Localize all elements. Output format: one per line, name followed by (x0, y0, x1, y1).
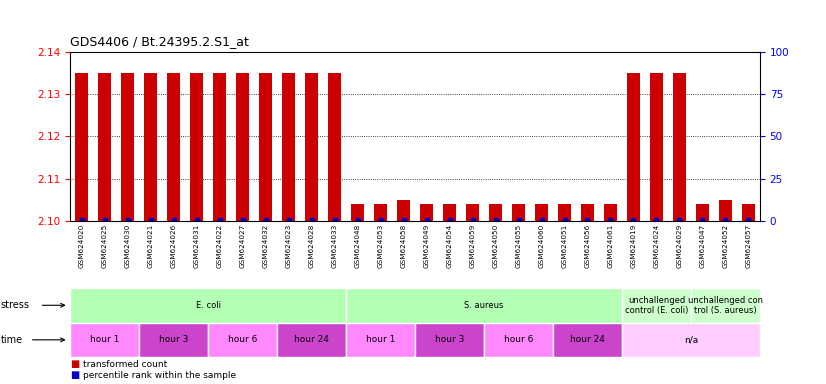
Bar (696, 204, 709, 221)
Bar (604, 204, 617, 221)
Text: GSM624049: GSM624049 (424, 224, 430, 268)
Bar (306, 73, 318, 221)
Bar (259, 73, 272, 221)
Text: ■: ■ (70, 359, 79, 369)
Text: E. coli: E. coli (196, 301, 221, 310)
Text: GDS4406 / Bt.24395.2.S1_at: GDS4406 / Bt.24395.2.S1_at (70, 35, 249, 48)
Bar (582, 204, 594, 221)
Text: GSM624023: GSM624023 (286, 224, 292, 268)
Text: transformed count: transformed count (83, 360, 167, 369)
Bar (75, 73, 88, 221)
Text: hour 6: hour 6 (228, 335, 258, 344)
Text: GSM624048: GSM624048 (354, 224, 361, 268)
Text: GSM624050: GSM624050 (492, 224, 499, 268)
Bar (627, 73, 640, 221)
Bar (719, 200, 732, 221)
Bar (673, 73, 686, 221)
Text: GSM624060: GSM624060 (539, 224, 544, 268)
Text: GSM624056: GSM624056 (585, 224, 591, 268)
Bar (691, 288, 760, 323)
Bar (622, 288, 691, 323)
Bar (328, 73, 341, 221)
Text: unchallenged
control (E. coli): unchallenged control (E. coli) (624, 296, 688, 315)
Text: GSM624032: GSM624032 (263, 224, 268, 268)
Bar (351, 204, 364, 221)
Text: S. aureus: S. aureus (464, 301, 504, 310)
Bar (346, 323, 415, 357)
Bar (650, 73, 662, 221)
Text: GSM624028: GSM624028 (309, 224, 315, 268)
Bar (208, 323, 278, 357)
Bar (466, 204, 479, 221)
Bar (742, 204, 755, 221)
Text: GSM624022: GSM624022 (216, 224, 223, 268)
Bar (213, 73, 226, 221)
Text: GSM624061: GSM624061 (607, 224, 614, 268)
Bar (236, 73, 249, 221)
Bar (420, 204, 433, 221)
Bar (278, 323, 346, 357)
Text: hour 3: hour 3 (159, 335, 188, 344)
Text: GSM624047: GSM624047 (700, 224, 705, 268)
Text: unchallenged con
trol (S. aureus): unchallenged con trol (S. aureus) (688, 296, 763, 315)
Bar (444, 204, 456, 221)
Text: hour 24: hour 24 (570, 335, 605, 344)
Bar (558, 204, 571, 221)
Bar (512, 204, 525, 221)
Bar (70, 323, 139, 357)
Text: GSM624027: GSM624027 (240, 224, 245, 268)
Text: GSM624025: GSM624025 (102, 224, 107, 268)
Bar (346, 288, 622, 323)
Bar (98, 73, 111, 221)
Text: GSM624054: GSM624054 (447, 224, 453, 268)
Bar (484, 323, 553, 357)
Bar (374, 204, 387, 221)
Text: GSM624033: GSM624033 (331, 224, 338, 268)
Text: ■: ■ (70, 370, 79, 380)
Text: hour 3: hour 3 (434, 335, 464, 344)
Bar (553, 323, 622, 357)
Text: stress: stress (1, 300, 30, 310)
Text: percentile rank within the sample: percentile rank within the sample (83, 371, 235, 380)
Text: GSM624024: GSM624024 (653, 224, 659, 268)
Bar (139, 323, 208, 357)
Bar (190, 73, 203, 221)
Text: GSM624059: GSM624059 (469, 224, 476, 268)
Text: GSM624051: GSM624051 (562, 224, 567, 268)
Bar (489, 204, 502, 221)
Bar (535, 204, 548, 221)
Text: n/a: n/a (684, 335, 698, 344)
Bar (282, 73, 295, 221)
Bar (70, 288, 346, 323)
Text: GSM624029: GSM624029 (676, 224, 682, 268)
Text: hour 1: hour 1 (90, 335, 120, 344)
Bar (168, 73, 180, 221)
Text: GSM624026: GSM624026 (171, 224, 177, 268)
Text: GSM624052: GSM624052 (723, 224, 729, 268)
Text: GSM624019: GSM624019 (630, 224, 637, 268)
Text: hour 24: hour 24 (294, 335, 329, 344)
Bar (415, 323, 484, 357)
Text: time: time (1, 335, 23, 345)
Text: GSM624031: GSM624031 (193, 224, 200, 268)
Text: GSM624058: GSM624058 (401, 224, 406, 268)
Text: hour 1: hour 1 (366, 335, 396, 344)
Text: GSM624021: GSM624021 (148, 224, 154, 268)
Bar (622, 323, 760, 357)
Text: GSM624020: GSM624020 (78, 224, 85, 268)
Text: GSM624053: GSM624053 (377, 224, 383, 268)
Bar (121, 73, 134, 221)
Text: hour 6: hour 6 (504, 335, 534, 344)
Bar (145, 73, 157, 221)
Bar (397, 200, 410, 221)
Text: GSM624030: GSM624030 (125, 224, 131, 268)
Text: GSM624055: GSM624055 (515, 224, 521, 268)
Text: GSM624057: GSM624057 (745, 224, 752, 268)
